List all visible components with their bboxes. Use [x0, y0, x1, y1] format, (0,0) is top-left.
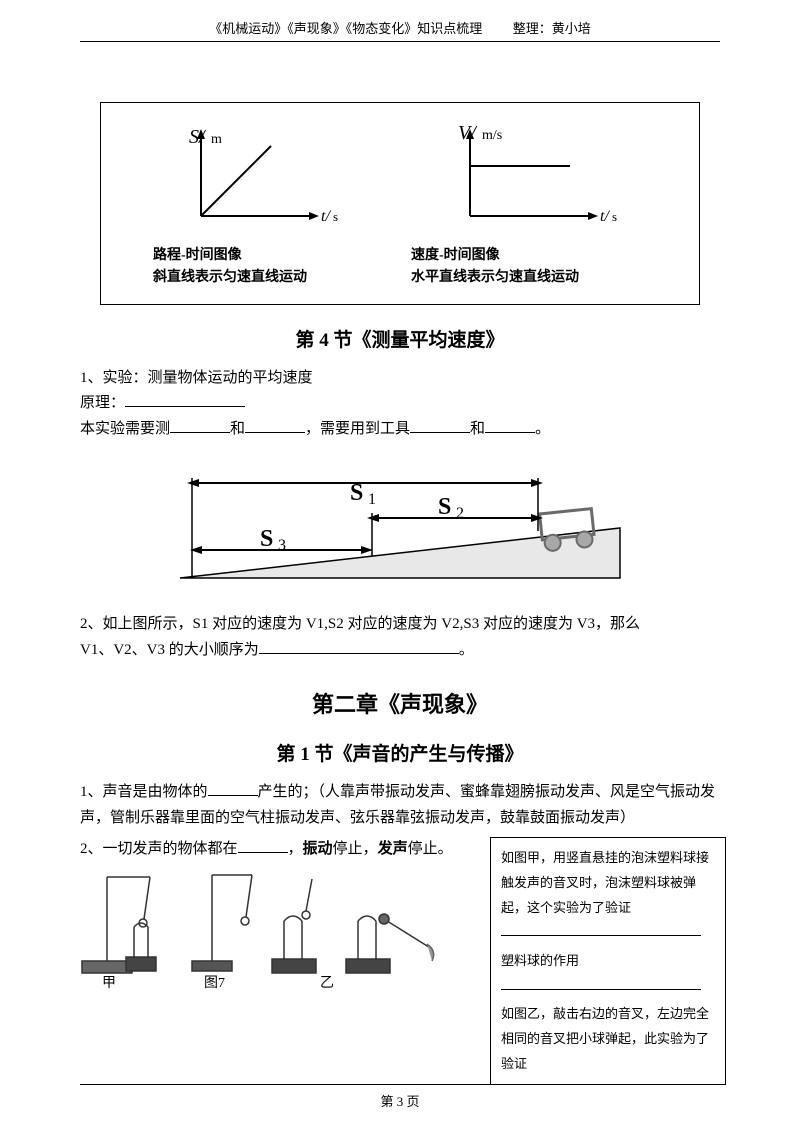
svg-text:t/: t/ [321, 208, 331, 225]
svg-text:甲: 甲 [102, 976, 116, 989]
svg-text:S: S [438, 494, 451, 520]
svg-text:图7: 图7 [204, 976, 225, 989]
ramp-diagram: S1 S2 S3 [140, 458, 660, 598]
distance-time-chart: S/m t/s [171, 121, 351, 231]
svg-text:s: s [333, 209, 338, 224]
svg-text:3: 3 [278, 537, 286, 554]
page-header: 《机械运动》《声现象》《物态变化》知识点梳理 整理：黄小培 [80, 0, 720, 42]
chart1-caption2: 斜直线表示匀速直线运动 [153, 267, 411, 289]
section-2-1-title: 第 1 节《声音的产生与传播》 [80, 739, 720, 766]
sidebox-line3: 如图乙，敲击右边的音叉，左边完全相同的音叉把小球弹起，此实验为了验证 [501, 1002, 715, 1076]
section-4-title: 第 4 节《测量平均速度》 [80, 325, 720, 352]
chart1-caption1: 路程-时间图像 [153, 245, 411, 267]
tools-line: 本实验需要测和，需要用到工具和。 [80, 417, 720, 443]
section4-item2a: 2、如上图所示，S1 对应的速度为 V1,S2 对应的速度为 V2,S3 对应的… [80, 612, 720, 638]
section4-item1: 1、实验：测量物体运动的平均速度 [80, 366, 720, 392]
svg-text:S: S [350, 480, 363, 506]
page-footer: 第 3 页 [0, 1084, 800, 1110]
graph-box: S/m t/s V/m/s t/s 路程-时间图像 斜 [100, 102, 700, 305]
sidebox-line1: 如图甲，用竖直悬挂的泡沫塑料球接触发声的音叉时，泡沫塑料球被弹起，这个实验为了验… [501, 846, 715, 920]
svg-text:s: s [612, 209, 617, 224]
side-annotation-box: 如图甲，用竖直悬挂的泡沫塑料球接触发声的音叉时，泡沫塑料球被弹起，这个实验为了验… [490, 837, 726, 1085]
svg-text:乙: 乙 [320, 975, 334, 989]
svg-text:V/: V/ [458, 122, 478, 144]
sidebox-line2: 塑料球的作用 [501, 949, 715, 974]
chart2-caption1: 速度-时间图像 [411, 245, 669, 267]
section4-item2b: V1、V2、V3 的大小顺序为。 [80, 638, 720, 664]
svg-text:m: m [211, 132, 222, 147]
header-right: 整理：黄小培 [513, 21, 591, 36]
svg-text:S: S [260, 526, 273, 552]
chapter-2-title: 第二章《声现象》 [80, 687, 720, 719]
velocity-time-chart: V/m/s t/s [430, 121, 630, 231]
svg-text:1: 1 [368, 491, 376, 508]
svg-text:2: 2 [456, 505, 464, 522]
header-left: 《机械运动》《声现象》《物态变化》知识点梳理 [209, 21, 482, 36]
svg-text:m/s: m/s [482, 128, 502, 143]
chart2-caption2: 水平直线表示匀速直线运动 [411, 267, 669, 289]
principle-line: 原理： [80, 391, 720, 417]
svg-text:t/: t/ [600, 208, 610, 225]
sound-item1: 1、声音是由物体的产生的；（人靠声带振动发声、蜜蜂靠翅膀振动发声、风是空气振动发… [80, 780, 720, 831]
